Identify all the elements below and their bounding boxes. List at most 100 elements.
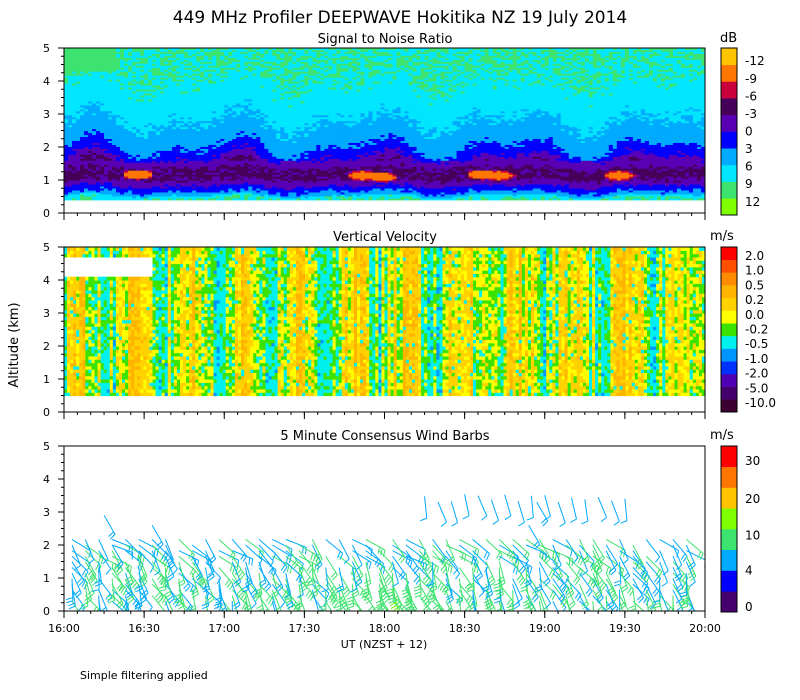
snr-cell (108, 185, 113, 189)
snr-cell (144, 136, 149, 140)
snr-cell (128, 67, 133, 70)
snr-cell (152, 86, 157, 90)
snr-cell (108, 118, 113, 122)
snr-cell (68, 90, 73, 94)
snr-cell (132, 108, 137, 112)
snr-cell (152, 193, 157, 197)
snr-cell (92, 106, 97, 110)
snr-cell (76, 168, 81, 171)
snr-cell (140, 178, 145, 181)
snr-cell (84, 108, 89, 112)
snr-cell (84, 48, 89, 50)
snr-cell (128, 154, 133, 157)
snr-cell (104, 183, 109, 187)
snr-cell (152, 77, 157, 80)
snr-cell (84, 51, 89, 54)
snr-cell (116, 81, 121, 84)
snr-cell (80, 55, 85, 58)
snr-cell (148, 49, 153, 52)
snr-cell (84, 114, 89, 118)
snr-cell (88, 53, 93, 56)
snr-cell (80, 174, 85, 177)
snr-cell (96, 65, 101, 68)
snr-cell (152, 191, 157, 195)
snr-cell (148, 81, 153, 84)
snr-cell (96, 148, 101, 151)
snr-cell (132, 92, 137, 96)
snr-cell (68, 181, 73, 185)
snr-cell (100, 51, 105, 54)
snr-cell (152, 185, 157, 189)
snr-cell (88, 181, 93, 185)
snr-cell (100, 144, 105, 147)
snr-cell (128, 98, 133, 102)
snr-cell (136, 75, 141, 78)
snr-cell (76, 187, 81, 191)
snr-cell (72, 49, 77, 52)
snr-cell (144, 164, 149, 167)
snr-cell (96, 138, 101, 141)
snr-cell (104, 118, 109, 122)
snr-cell (140, 49, 145, 52)
snr-cell (148, 51, 153, 54)
snr-cell (152, 136, 157, 140)
snr-cell (152, 96, 157, 100)
snr-cell (80, 61, 85, 64)
snr-cell (80, 67, 85, 70)
snr-cell (136, 191, 141, 195)
snr-cell (124, 108, 129, 112)
snr-cell (76, 67, 81, 70)
snr-cell (112, 195, 117, 199)
snr-cell (112, 152, 117, 155)
snr-cell (64, 148, 69, 151)
snr-cell (92, 160, 97, 163)
snr-cell (132, 181, 137, 185)
snr-cell (112, 114, 117, 118)
snr-cell (152, 94, 157, 98)
snr-cell (128, 181, 133, 185)
snr-cell (76, 124, 81, 128)
snr-cell (80, 191, 85, 195)
snr-cell (72, 150, 77, 153)
snr-cell (132, 81, 137, 84)
snr-cell (84, 100, 89, 104)
snr-cell (124, 172, 129, 175)
snr-cell (108, 158, 113, 161)
snr-cell (120, 156, 125, 159)
snr-cell (112, 126, 117, 130)
snr-cell (132, 176, 137, 179)
snr-cell (64, 65, 69, 68)
snr-cell (136, 164, 141, 167)
snr-cell (68, 67, 73, 70)
snr-cell (92, 158, 97, 161)
snr-cell (124, 114, 129, 118)
snr-cell (88, 166, 93, 169)
snr-cell (148, 176, 153, 179)
snr-cell (68, 144, 73, 147)
snr-cell (100, 160, 105, 163)
snr-cell (152, 162, 157, 165)
snr-cell (124, 166, 129, 169)
snr-cell (76, 191, 81, 195)
snr-cell (80, 59, 85, 62)
snr-cell (68, 160, 73, 163)
snr-cell (116, 51, 121, 54)
snr-cell (88, 193, 93, 197)
snr-cell (84, 65, 89, 68)
snr-cell (108, 100, 113, 104)
snr-cell (100, 110, 105, 114)
snr-cell (112, 96, 117, 100)
snr-cell (88, 134, 93, 138)
snr-cell (76, 73, 81, 76)
snr-cell (120, 185, 125, 189)
snr-cell (64, 90, 69, 94)
snr-cell (80, 53, 85, 56)
snr-cell (140, 185, 145, 189)
snr-cell (120, 86, 125, 90)
snr-cell (108, 65, 113, 68)
snr-cell (140, 81, 145, 84)
snr-cell (84, 116, 89, 120)
snr-cell (136, 146, 141, 149)
snr-cell (152, 88, 157, 92)
snr-cell (72, 48, 77, 50)
